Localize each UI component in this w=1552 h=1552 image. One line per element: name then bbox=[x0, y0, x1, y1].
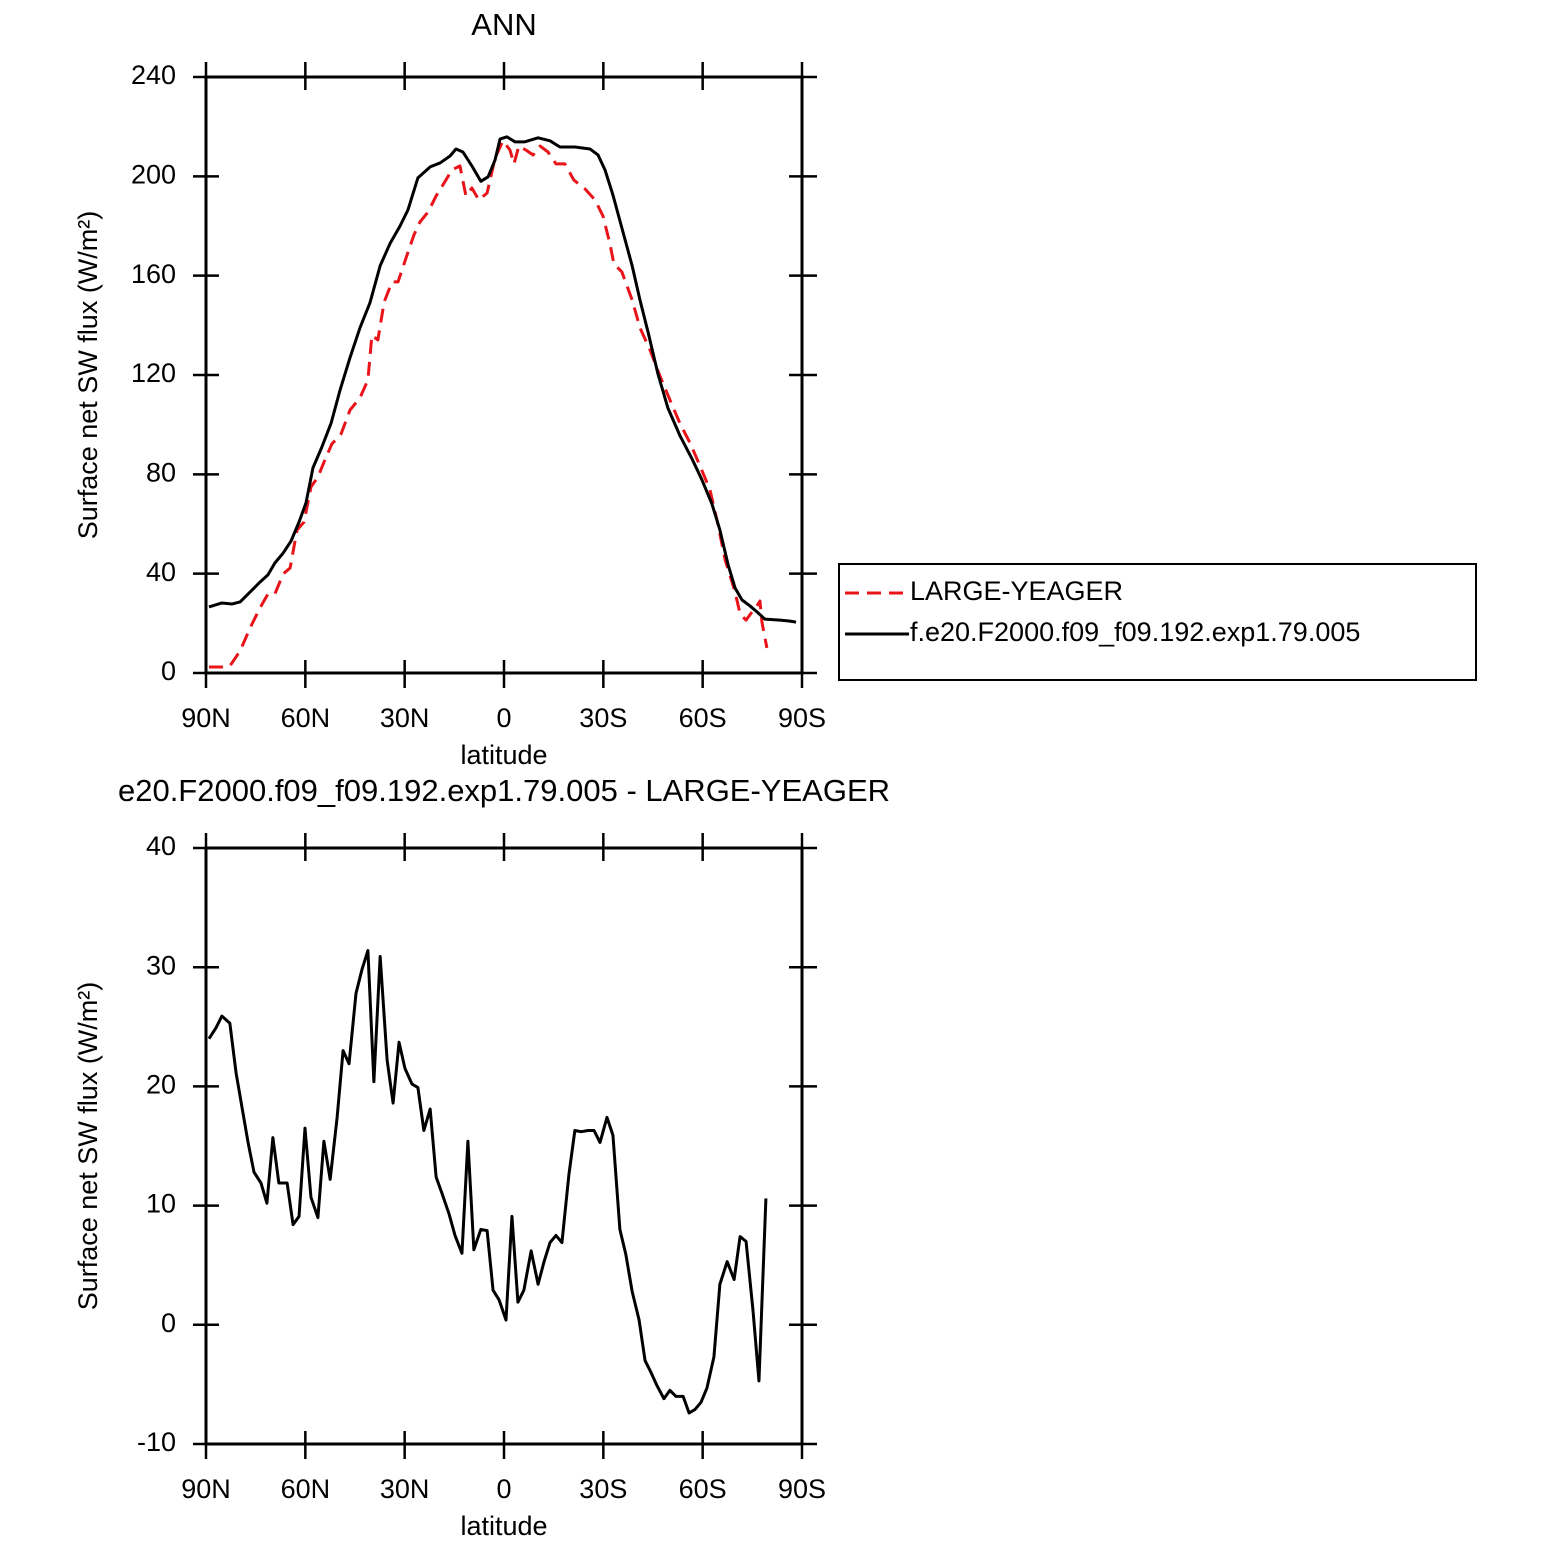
y-tick-label: 120 bbox=[131, 358, 176, 388]
y-tick-label: 160 bbox=[131, 259, 176, 289]
y-axis-label: Surface net SW flux (W/m²) bbox=[73, 211, 103, 540]
plot-frame bbox=[204, 846, 804, 1446]
data-line bbox=[207, 949, 768, 1415]
y-tick-label: 0 bbox=[161, 656, 176, 686]
x-tick-label: 60S bbox=[679, 1474, 727, 1504]
x-axis-label: latitude bbox=[460, 740, 547, 770]
plot-frame bbox=[204, 75, 804, 675]
x-tick-label: 0 bbox=[496, 1474, 511, 1504]
y-tick-label: 10 bbox=[146, 1189, 176, 1219]
x-tick-label: 60N bbox=[281, 703, 331, 733]
y-tick-label: 240 bbox=[131, 60, 176, 90]
x-axis-label: latitude bbox=[460, 1511, 547, 1541]
x-tick-label: 30N bbox=[380, 1474, 430, 1504]
x-tick-label: 90N bbox=[181, 1474, 231, 1504]
x-tick-label: 0 bbox=[496, 703, 511, 733]
y-tick-label: 40 bbox=[146, 557, 176, 587]
legend-label: f.e20.F2000.f09_f09.192.exp1.79.005 bbox=[910, 617, 1360, 647]
y-tick-label: -10 bbox=[137, 1427, 176, 1457]
chart-title: e20.F2000.f09_f09.192.exp1.79.005 - LARG… bbox=[118, 773, 890, 808]
data-line bbox=[208, 139, 769, 669]
y-tick-label: 40 bbox=[146, 831, 176, 861]
chart-title: ANN bbox=[471, 7, 536, 42]
x-tick-label: 30N bbox=[380, 703, 430, 733]
y-tick-label: 200 bbox=[131, 159, 176, 189]
legend-box bbox=[838, 563, 1477, 681]
legend-label: LARGE-YEAGER bbox=[910, 576, 1123, 606]
y-axis-label: Surface net SW flux (W/m²) bbox=[73, 982, 103, 1311]
x-tick-label: 60S bbox=[679, 703, 727, 733]
panel: e20.F2000.f09_f09.192.exp1.79.005 - LARG… bbox=[73, 773, 890, 1541]
x-tick-label: 90N bbox=[181, 703, 231, 733]
x-tick-label: 60N bbox=[281, 1474, 331, 1504]
x-tick-label: 90S bbox=[778, 703, 826, 733]
x-tick-label: 90S bbox=[778, 1474, 826, 1504]
y-tick-label: 80 bbox=[146, 457, 176, 487]
data-line bbox=[208, 135, 797, 624]
panel: ANN 0 40 80 120 160 200 240 90N 60N 30N 0 30S 60S 90S l… bbox=[73, 7, 1477, 770]
y-tick-label: 30 bbox=[146, 950, 176, 980]
y-tick-label: 0 bbox=[161, 1308, 176, 1338]
y-tick-label: 20 bbox=[146, 1070, 176, 1100]
x-tick-label: 30S bbox=[579, 1474, 627, 1504]
x-tick-label: 30S bbox=[579, 703, 627, 733]
